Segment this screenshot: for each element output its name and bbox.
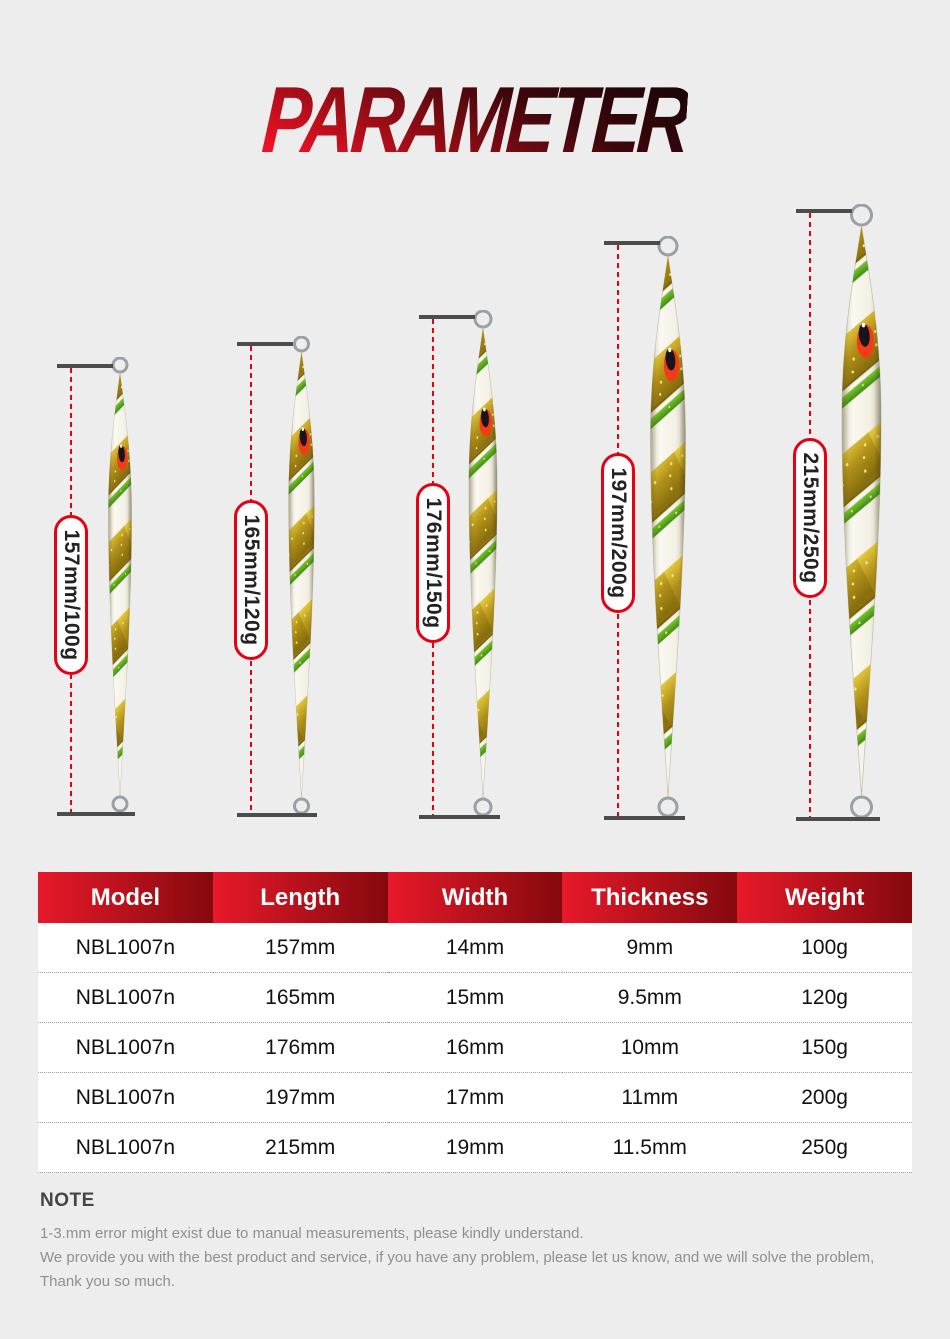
spec-table: Model Length Width Thickness Weight NBL1… — [38, 872, 912, 1173]
note-line: We provide you with the best product and… — [40, 1249, 875, 1266]
table-header-row: Model Length Width Thickness Weight — [38, 872, 912, 923]
cell-length: 215mm — [265, 1135, 336, 1159]
size-label-pill: 215mm/250g — [793, 438, 827, 598]
top-ring-icon — [111, 357, 129, 374]
cell-weight: 250g — [801, 1135, 848, 1159]
cell-model: NBL1007n — [75, 1035, 176, 1059]
table-row: NBL1007n 197mm 17mm 11mm 200g — [38, 1073, 912, 1123]
table-row: NBL1007n 176mm 16mm 10mm 150g — [38, 1023, 912, 1073]
note-heading: NOTE — [40, 1190, 95, 1211]
measure-top-bar — [796, 209, 852, 213]
cell-model: NBL1007n — [75, 1085, 176, 1109]
top-ring-icon — [473, 310, 493, 329]
cell-thickness: 10mm — [620, 1035, 679, 1059]
bottom-ring-icon — [111, 795, 129, 812]
size-label-pill: 165mm/120g — [234, 500, 268, 660]
cell-length: 157mm — [265, 935, 336, 959]
cell-model: NBL1007n — [75, 935, 176, 959]
size-label-text: 176mm/150g — [422, 497, 445, 629]
table-row: NBL1007n 157mm 14mm 9mm 100g — [38, 923, 912, 973]
cell-weight: 200g — [801, 1085, 848, 1109]
bottom-ring-icon — [473, 797, 493, 816]
table-row: NBL1007n 215mm 19mm 11.5mm 250g — [38, 1123, 912, 1173]
cell-length: 197mm — [265, 1085, 336, 1109]
cell-width: 16mm — [445, 1035, 505, 1059]
bottom-ring-icon — [850, 795, 873, 818]
cell-weight: 150g — [801, 1035, 848, 1059]
measure-top-bar — [604, 241, 660, 245]
cell-thickness: 9mm — [626, 935, 674, 959]
cell-weight: 100g — [801, 935, 848, 959]
note-section: 1-3.mm error might exist due to manual m… — [40, 1222, 920, 1294]
header-cell-width: Width — [387, 872, 563, 923]
measure-top-bar — [237, 342, 293, 346]
size-label-text: 215mm/250g — [799, 452, 822, 584]
note-line: 1-3.mm error might exist due to manual m… — [40, 1225, 584, 1242]
top-ring-icon — [657, 236, 679, 257]
measure-bottom-bar — [419, 815, 500, 819]
cell-thickness: 11mm — [621, 1085, 679, 1109]
lure-image — [286, 336, 317, 814]
cell-model: NBL1007n — [75, 985, 176, 1009]
size-label-text: 197mm/200g — [607, 467, 630, 599]
size-label-pill: 197mm/200g — [601, 453, 635, 613]
lure-image — [838, 204, 885, 818]
cell-thickness: 11.5mm — [612, 1135, 687, 1159]
header-cell-length: Length — [212, 872, 388, 923]
size-label-text: 157mm/100g — [60, 529, 83, 661]
measure-bottom-bar — [796, 817, 880, 821]
measure-bottom-bar — [604, 816, 685, 820]
cell-width: 14mm — [445, 935, 505, 959]
cell-length: 165mm — [265, 985, 336, 1009]
top-ring-icon — [850, 204, 873, 227]
table-row: NBL1007n 165mm 15mm 9.5mm 120g — [38, 973, 912, 1023]
measure-bottom-bar — [57, 812, 135, 816]
note-line: Thank you so much. — [40, 1273, 176, 1290]
cell-weight: 120g — [801, 985, 848, 1009]
page-title: PARAMETER — [259, 67, 691, 172]
size-label-pill: 176mm/150g — [416, 483, 450, 643]
cell-width: 17mm — [445, 1085, 505, 1109]
cell-width: 19mm — [445, 1135, 505, 1159]
measure-top-bar — [57, 364, 113, 368]
size-label-pill: 157mm/100g — [54, 515, 88, 675]
cell-width: 15mm — [445, 985, 505, 1009]
bottom-ring-icon — [293, 797, 310, 814]
lure-image — [647, 236, 689, 817]
size-label-text: 165mm/120g — [240, 514, 263, 646]
lure-image — [106, 357, 134, 812]
measure-top-bar — [419, 315, 475, 319]
top-ring-icon — [293, 336, 310, 353]
header-cell-thickness: Thickness — [562, 872, 738, 923]
cell-length: 176mm — [265, 1035, 336, 1059]
measure-bottom-bar — [237, 813, 317, 817]
header-cell-model: Model — [38, 872, 213, 923]
lure-image — [466, 310, 500, 816]
header-cell-weight: Weight — [737, 872, 912, 923]
title-block: PARAMETER — [0, 67, 950, 172]
bottom-ring-icon — [657, 796, 679, 817]
cell-model: NBL1007n — [75, 1135, 176, 1159]
cell-thickness: 9.5mm — [617, 985, 682, 1009]
